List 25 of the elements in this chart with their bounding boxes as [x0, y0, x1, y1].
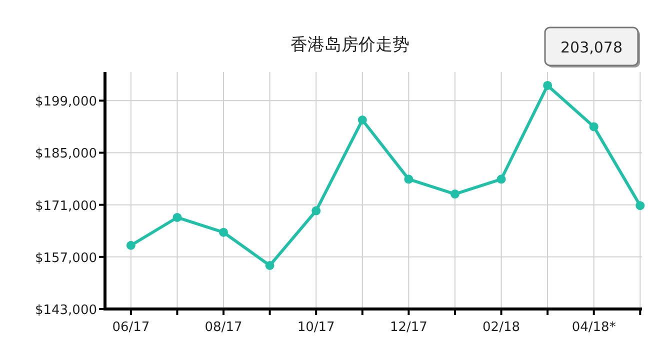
y-tick-label: $185,000: [34, 146, 97, 162]
data-label: 203,078: [560, 38, 623, 56]
x-tick-label: 04/18*: [572, 320, 616, 335]
point: [636, 201, 645, 210]
x-tick-label: 10/17: [297, 320, 335, 335]
point: [312, 206, 321, 216]
point: [126, 240, 136, 250]
y-tick-label: $199,000: [34, 94, 97, 110]
point: [172, 212, 182, 222]
x-tick-label: 12/17: [390, 320, 428, 335]
chart-title: 香港岛房价走势: [290, 35, 410, 55]
point: [496, 174, 506, 184]
point: [358, 115, 367, 124]
y-tick-label: $171,000: [34, 198, 97, 214]
point: [543, 80, 552, 90]
point: [404, 174, 414, 184]
point: [589, 122, 598, 132]
x-tick-label: 02/18: [482, 320, 520, 335]
point: [219, 228, 228, 237]
point: [450, 190, 460, 199]
y-tick-label: $157,000: [34, 250, 97, 266]
x-tick-label: 06/17: [112, 320, 150, 335]
point: [265, 260, 274, 270]
x-tick-label: 08/17: [204, 320, 242, 335]
y-tick-label: $143,000: [34, 303, 97, 318]
